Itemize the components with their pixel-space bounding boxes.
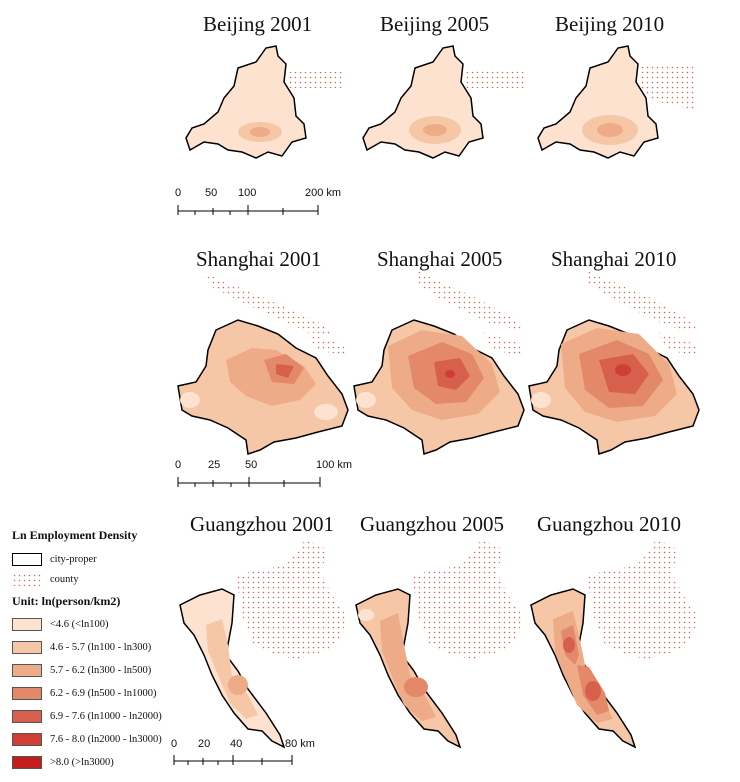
- county-area: [463, 70, 525, 88]
- map-guangzhou-2001: [179, 539, 346, 749]
- legend-class: 4.6 - 5.7 (ln100 - ln300): [12, 640, 151, 654]
- scale-label: 100: [238, 187, 257, 199]
- legend-label: 6.9 - 7.6 (ln1000 - ln2000): [50, 710, 162, 722]
- city-proper-swatch: [12, 552, 42, 566]
- scalebar-guangzhou: [173, 755, 293, 765]
- city-proper-boundary: [179, 588, 286, 749]
- class-swatch: [12, 709, 42, 723]
- map-title-beijing-2001: Beijing 2001: [203, 12, 313, 36]
- county-area: [236, 539, 346, 659]
- scale-label: 0: [175, 459, 182, 471]
- legend-label: >8.0 (>ln3000): [50, 756, 114, 768]
- map-shanghai-2001: [177, 274, 349, 455]
- county-swatch: [12, 572, 42, 586]
- class-swatch: [12, 663, 42, 677]
- scale-label: 0: [171, 738, 178, 750]
- map-title-beijing-2010: Beijing 2010: [555, 12, 665, 36]
- map-title-guangzhou-2010: Guangzhou 2010: [537, 512, 682, 536]
- county-area: [206, 274, 348, 356]
- legend-unit: Unit: ln(person/km2): [12, 594, 121, 608]
- map-title-shanghai-2010: Shanghai 2010: [551, 247, 677, 271]
- map-guangzhou-2005: [355, 539, 522, 749]
- scale-label: 0: [175, 187, 182, 199]
- legend-label: 5.7 - 6.2 (ln300 - ln500): [50, 664, 152, 676]
- legend-label: 6.2 - 6.9 (ln500 - ln1000): [50, 687, 157, 699]
- legend-title: Ln Employment Density: [12, 528, 138, 542]
- county-area: [416, 270, 524, 356]
- scalebar-beijing: [177, 205, 319, 215]
- class-swatch: [12, 755, 42, 769]
- legend-class: >8.0 (>ln3000): [12, 755, 114, 769]
- legend-label: <4.6 (<ln100): [50, 618, 109, 630]
- scale-label: 50: [245, 459, 258, 471]
- class-swatch: [12, 686, 42, 700]
- legend-label: 7.6 - 8.0 (ln2000 - ln3000): [50, 733, 162, 745]
- map-title-guangzhou-2005: Guangzhou 2005: [360, 512, 505, 536]
- county-area: [587, 539, 697, 659]
- legend-city-proper: city-proper: [12, 552, 97, 566]
- legend-class: <4.6 (<ln100): [12, 617, 109, 631]
- legend-label: city-proper: [50, 553, 97, 565]
- map-title-guangzhou-2001: Guangzhou 2001: [190, 512, 335, 536]
- county-area: [286, 72, 343, 88]
- scalebar-shanghai: [177, 477, 321, 487]
- map-title-shanghai-2001: Shanghai 2001: [196, 247, 322, 271]
- map-shanghai-2010: [528, 270, 700, 455]
- map-beijing-2001: [185, 45, 343, 159]
- legend-county: county: [12, 572, 79, 586]
- legend: Ln Employment Density city-proper county…: [8, 524, 188, 774]
- legend-label: county: [50, 573, 79, 585]
- scale-label: 50: [205, 187, 218, 199]
- legend-label: 4.6 - 5.7 (ln100 - ln300): [50, 641, 152, 653]
- legend-class: 7.6 - 8.0 (ln2000 - ln3000): [12, 732, 162, 746]
- county-area: [585, 270, 697, 356]
- scale-label: 80 km: [285, 738, 315, 750]
- legend-class: 6.9 - 7.6 (ln1000 - ln2000): [12, 709, 162, 723]
- legend-class: 6.2 - 6.9 (ln500 - ln1000): [12, 686, 156, 700]
- class-swatch: [12, 732, 42, 746]
- map-beijing-2005: [362, 45, 525, 159]
- scale-label: 20: [198, 738, 211, 750]
- scale-label: 100 km: [316, 459, 353, 471]
- scale-label: 40: [230, 738, 243, 750]
- scale-label: 200 km: [305, 187, 342, 199]
- class-swatch: [12, 617, 42, 631]
- county-area: [638, 64, 695, 110]
- legend-class: 5.7 - 6.2 (ln300 - ln500): [12, 663, 151, 677]
- city-proper-boundary: [185, 45, 307, 159]
- county-area: [412, 539, 522, 659]
- map-shanghai-2005: [353, 270, 525, 455]
- map-guangzhou-2010: [530, 539, 697, 749]
- map-title-beijing-2005: Beijing 2005: [380, 12, 490, 36]
- map-title-shanghai-2005: Shanghai 2005: [377, 247, 503, 271]
- map-beijing-2010: [537, 45, 695, 159]
- scale-label: 25: [208, 459, 221, 471]
- class-swatch: [12, 640, 42, 654]
